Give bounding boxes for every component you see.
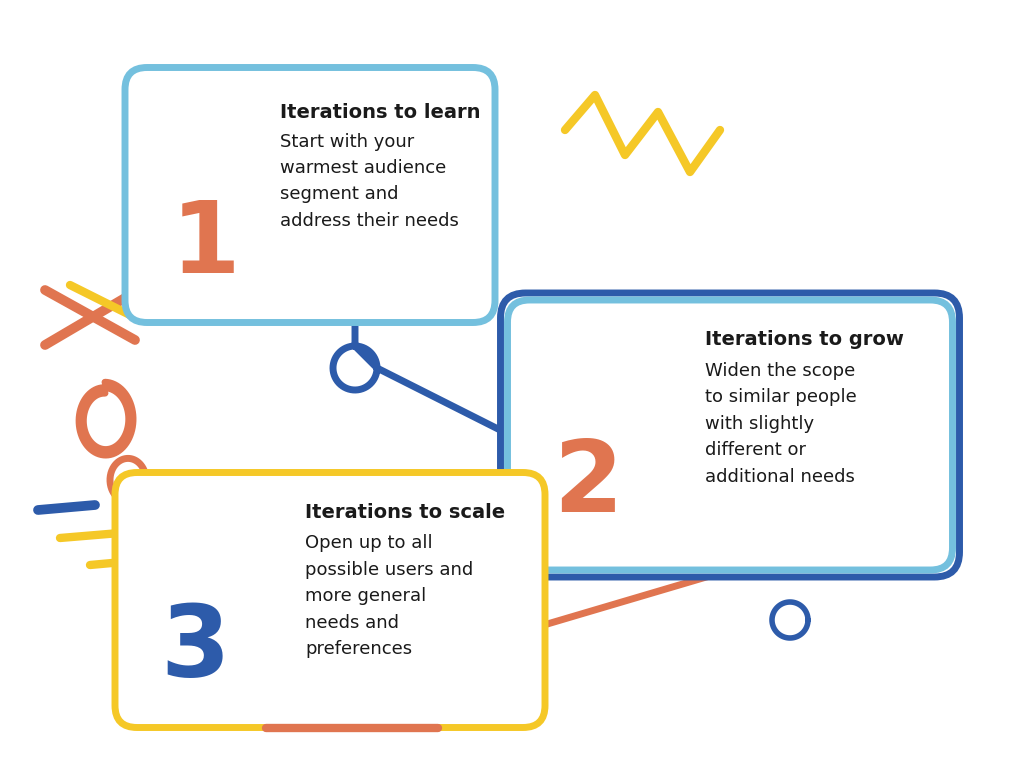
Text: 1: 1: [170, 197, 240, 293]
Text: Widen the scope
to similar people
with slightly
different or
additional needs: Widen the scope to similar people with s…: [705, 362, 857, 485]
Text: Start with your
warmest audience
segment and
address their needs: Start with your warmest audience segment…: [280, 132, 459, 230]
Text: 2: 2: [553, 437, 623, 533]
FancyBboxPatch shape: [125, 67, 495, 322]
FancyBboxPatch shape: [501, 293, 959, 577]
FancyBboxPatch shape: [508, 300, 952, 570]
Text: Iterations to learn: Iterations to learn: [280, 103, 480, 122]
Text: Open up to all
possible users and
more general
needs and
preferences: Open up to all possible users and more g…: [305, 535, 473, 658]
FancyBboxPatch shape: [115, 473, 545, 728]
Text: Iterations to grow: Iterations to grow: [705, 330, 904, 349]
Text: 3: 3: [160, 601, 229, 699]
Text: Iterations to scale: Iterations to scale: [305, 503, 505, 521]
